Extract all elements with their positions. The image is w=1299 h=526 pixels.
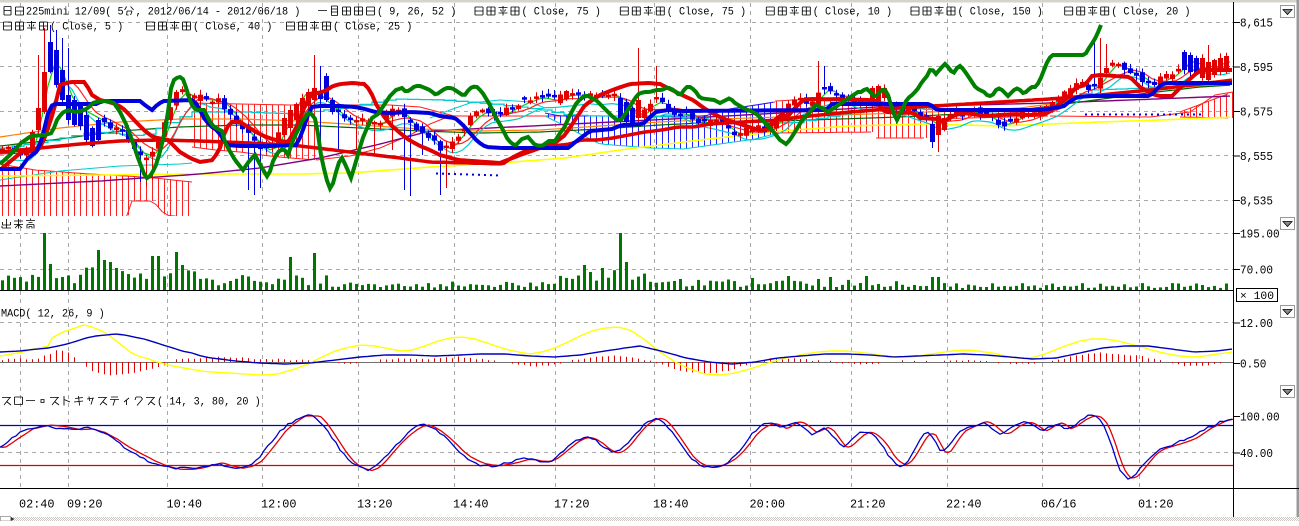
svg-text:( Close, 75 ): ( Close, 75 ) bbox=[667, 7, 746, 19]
svg-text:20:00: 20:00 bbox=[750, 498, 786, 512]
svg-text:22:40: 22:40 bbox=[946, 498, 982, 512]
svg-text:70.00: 70.00 bbox=[1240, 264, 1273, 278]
svg-text:( Close, 150 ): ( Close, 150 ) bbox=[958, 7, 1043, 19]
svg-text:( Close, 5 ): ( Close, 5 ) bbox=[50, 22, 123, 34]
svg-text:225mini 12/09( 5: 225mini 12/09( 5 bbox=[26, 7, 124, 19]
svg-text:( 9, 26, 52 ): ( 9, 26, 52 ) bbox=[377, 7, 456, 19]
svg-text:13:20: 13:20 bbox=[357, 498, 393, 512]
svg-text:8,615: 8,615 bbox=[1240, 17, 1273, 31]
svg-text:12:00: 12:00 bbox=[261, 498, 297, 512]
svg-text:( Close, 25 ): ( Close, 25 ) bbox=[333, 22, 412, 34]
svg-text:( Close, 40 ): ( Close, 40 ) bbox=[193, 22, 272, 34]
svg-text:8,555: 8,555 bbox=[1240, 150, 1273, 164]
svg-text:17:20: 17:20 bbox=[554, 498, 590, 512]
svg-text:8,575: 8,575 bbox=[1240, 106, 1273, 120]
svg-text:195.00: 195.00 bbox=[1240, 228, 1280, 242]
svg-text:8,595: 8,595 bbox=[1240, 61, 1273, 75]
svg-text:21:20: 21:20 bbox=[850, 498, 886, 512]
svg-text:100.00: 100.00 bbox=[1240, 411, 1280, 425]
svg-text:( Close, 10 ): ( Close, 10 ) bbox=[813, 7, 892, 19]
svg-text:× 100: × 100 bbox=[1240, 291, 1274, 303]
svg-text:( 14, 3, 80, 20 ): ( 14, 3, 80, 20 ) bbox=[157, 397, 261, 409]
svg-text:12.00: 12.00 bbox=[1240, 317, 1273, 331]
svg-text:10:40: 10:40 bbox=[167, 498, 203, 512]
svg-text:40.00: 40.00 bbox=[1240, 447, 1273, 461]
svg-text:( Close, 20 ): ( Close, 20 ) bbox=[1111, 7, 1190, 19]
svg-text:( Close, 75 ): ( Close, 75 ) bbox=[522, 7, 601, 19]
svg-text:02:40: 02:40 bbox=[19, 498, 55, 512]
svg-text:0.50: 0.50 bbox=[1240, 358, 1266, 372]
svg-text:06/16: 06/16 bbox=[1041, 498, 1077, 512]
svg-text:14:40: 14:40 bbox=[453, 498, 489, 512]
svg-text:MACD( 12, 26, 9 ): MACD( 12, 26, 9 ) bbox=[1, 309, 105, 321]
svg-text:18:40: 18:40 bbox=[653, 498, 689, 512]
svg-text:, 2012/06/14 - 2012/06/18 ): , 2012/06/14 - 2012/06/18 ) bbox=[136, 7, 301, 19]
svg-text:09:20: 09:20 bbox=[67, 498, 103, 512]
svg-text:01:20: 01:20 bbox=[1138, 498, 1174, 512]
svg-text:8,535: 8,535 bbox=[1240, 195, 1273, 209]
